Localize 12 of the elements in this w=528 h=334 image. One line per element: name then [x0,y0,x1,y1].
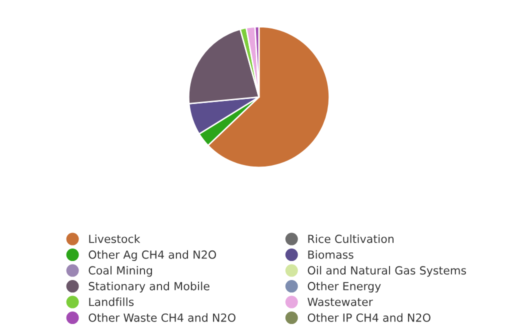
legend-label: Other Waste CH4 and N2O [88,313,236,322]
legend-label: Rice Cultivation [308,234,394,244]
legend-label: Coal Mining [88,266,152,277]
legend-label: Livestock [89,234,140,244]
legend-label: Biomass [308,250,354,259]
legend-label: Wastewater [308,298,373,306]
legend-label: Oil and Natural Gas Systems [308,266,466,277]
legend-label: Stationary and Mobile [88,282,210,292]
legend-label: Other Ag CH4 and N2O [88,250,216,261]
legend-label: Other IP CH4 and N2O [308,313,430,322]
legend-label: Other Energy [308,282,381,292]
legend-label: Landfills [89,297,134,306]
